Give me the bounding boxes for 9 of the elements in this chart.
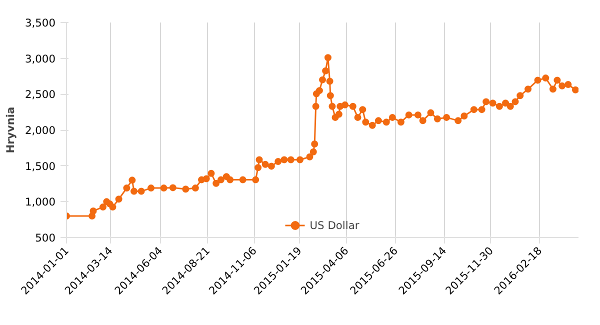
y-tick-label: 1,500	[24, 160, 56, 173]
y-tick-label: 3,000	[24, 52, 56, 66]
y-axis-title: Hryvnia	[4, 106, 17, 154]
y-tick-label: 2,000	[24, 124, 56, 137]
legend-label: US Dollar	[310, 218, 360, 232]
y-tick-label: 2,500	[24, 88, 56, 102]
y-tick-label: 1,000	[24, 196, 56, 209]
y-tick-label: 500	[35, 232, 56, 244]
y-tick-label: 3,500	[24, 16, 56, 30]
